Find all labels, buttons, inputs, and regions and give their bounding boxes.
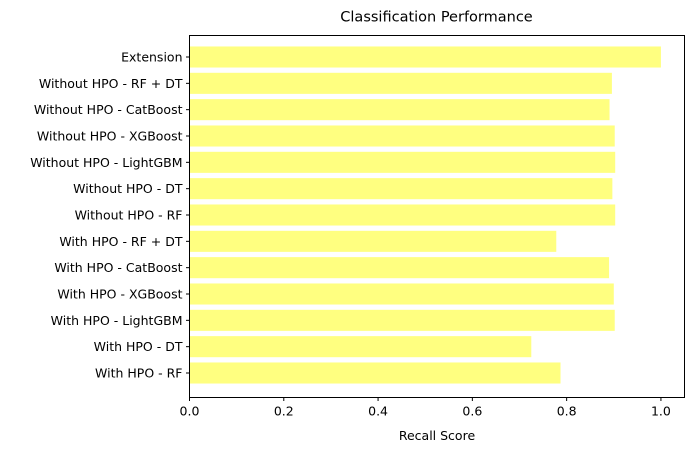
bar-without-hpo-dt (189, 178, 613, 200)
y-tick-label: With HPO - RF + DT (59, 234, 183, 249)
x-tick-label: 0.8 (557, 404, 577, 419)
y-tick-label: With HPO - LightGBM (51, 313, 183, 328)
y-tick-label: Without HPO - RF + DT (39, 76, 183, 91)
bar-without-hpo-lightgbm (189, 151, 616, 173)
bar-with-hpo-catboost (189, 257, 610, 279)
bar-with-hpo-xgboost (189, 283, 614, 305)
y-tick-label: With HPO - XGBoost (57, 287, 182, 302)
bar-with-hpo-dt (189, 336, 532, 358)
y-axis-ticks: With HPO - RF With HPO - DT With HPO - Lig… (30, 50, 190, 381)
bar-with-hpo-lightgbm (189, 309, 615, 331)
x-axis-label: Recall Score (399, 428, 476, 443)
x-axis-ticks: 0.0 0.2 0.4 0.6 0.8 1.0 (180, 397, 671, 419)
bar-without-hpo-rf-dt (189, 72, 612, 94)
x-tick-label: 0.2 (274, 404, 294, 419)
x-tick-label: 0.6 (462, 404, 482, 419)
y-tick-label: Without HPO - RF (75, 208, 183, 223)
x-tick-label: 0.4 (368, 404, 388, 419)
bar-with-hpo-rf-dt (189, 230, 557, 252)
bar-without-hpo-xgboost (189, 125, 615, 147)
y-tick-label: With HPO - CatBoost (54, 260, 182, 275)
chart-title: Classification Performance (340, 10, 533, 26)
y-tick-label: With HPO - DT (94, 339, 183, 354)
y-tick-label: Without HPO - CatBoost (34, 102, 183, 117)
y-tick-label: With HPO - RF (95, 366, 182, 381)
bar-extension (189, 46, 661, 68)
bars-group (189, 46, 661, 384)
bar-without-hpo-catboost (189, 99, 610, 121)
y-tick-label: Without HPO - DT (73, 181, 183, 196)
x-tick-label: 1.0 (651, 404, 671, 419)
y-tick-label: Without HPO - XGBoost (37, 129, 183, 144)
y-tick-label: Extension (121, 50, 182, 65)
plot-frame (189, 35, 685, 398)
bar-without-hpo-rf (189, 204, 616, 226)
bar-with-hpo-rf (189, 362, 561, 384)
x-tick-label: 0.0 (180, 404, 200, 419)
y-tick-label: Without HPO - LightGBM (30, 155, 182, 170)
